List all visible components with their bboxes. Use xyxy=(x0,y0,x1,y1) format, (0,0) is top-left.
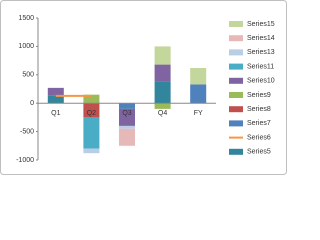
legend-label: Series10 xyxy=(247,78,275,85)
legend-label: Series8 xyxy=(247,106,271,113)
y-tick-label: -500 xyxy=(20,128,34,135)
y-tick-label: 0 xyxy=(30,100,34,107)
bar xyxy=(118,125,136,129)
legend-label: Series14 xyxy=(247,35,275,42)
y-tick-label: 500 xyxy=(22,72,34,79)
x-tick-label: Q3 xyxy=(122,110,131,117)
legend-swatch xyxy=(229,49,243,56)
legend-label: Series13 xyxy=(247,49,275,56)
bar xyxy=(154,64,171,82)
legend-label: Series6 xyxy=(247,134,271,141)
x-tick-label: Q2 xyxy=(87,110,96,117)
x-tick-label: FY xyxy=(194,110,203,117)
bar xyxy=(83,103,100,118)
legend-swatch xyxy=(229,120,243,127)
legend-swatch xyxy=(229,92,243,98)
bar xyxy=(83,117,100,149)
legend-swatch xyxy=(229,148,243,155)
x-tick-label: Q1 xyxy=(51,110,60,117)
bar xyxy=(47,95,64,104)
legend-label: Series11 xyxy=(247,63,274,70)
chart: -1000 -500 0 500 1000 1500 Q1 Q2 Q3 Q4 FY Series5 Se… xyxy=(0,0,287,175)
bar xyxy=(154,81,171,104)
bar xyxy=(190,84,207,104)
x-tick-label: Q4 xyxy=(158,110,167,117)
bar xyxy=(154,46,171,65)
legend-label: Series7 xyxy=(247,120,271,127)
y-tick-label: 1500 xyxy=(18,15,34,22)
legend-swatch xyxy=(229,21,243,27)
bar xyxy=(118,128,136,146)
bar xyxy=(190,67,207,85)
bar xyxy=(47,87,64,96)
legend-swatch xyxy=(229,106,243,113)
bar xyxy=(118,103,136,109)
legend-label: Series15 xyxy=(247,21,275,28)
y-tick-label: 1000 xyxy=(18,43,34,50)
bar xyxy=(154,103,171,109)
legend-swatch xyxy=(229,63,243,70)
legend-swatch xyxy=(229,77,243,84)
chart-border xyxy=(0,0,287,175)
legend-swatch xyxy=(229,35,243,42)
y-tick-label: -1000 xyxy=(16,157,34,164)
bar xyxy=(118,108,136,126)
bar xyxy=(83,148,100,154)
legend-label: Series5 xyxy=(247,149,271,156)
legend-label: Series9 xyxy=(247,92,271,99)
bar xyxy=(83,94,100,104)
